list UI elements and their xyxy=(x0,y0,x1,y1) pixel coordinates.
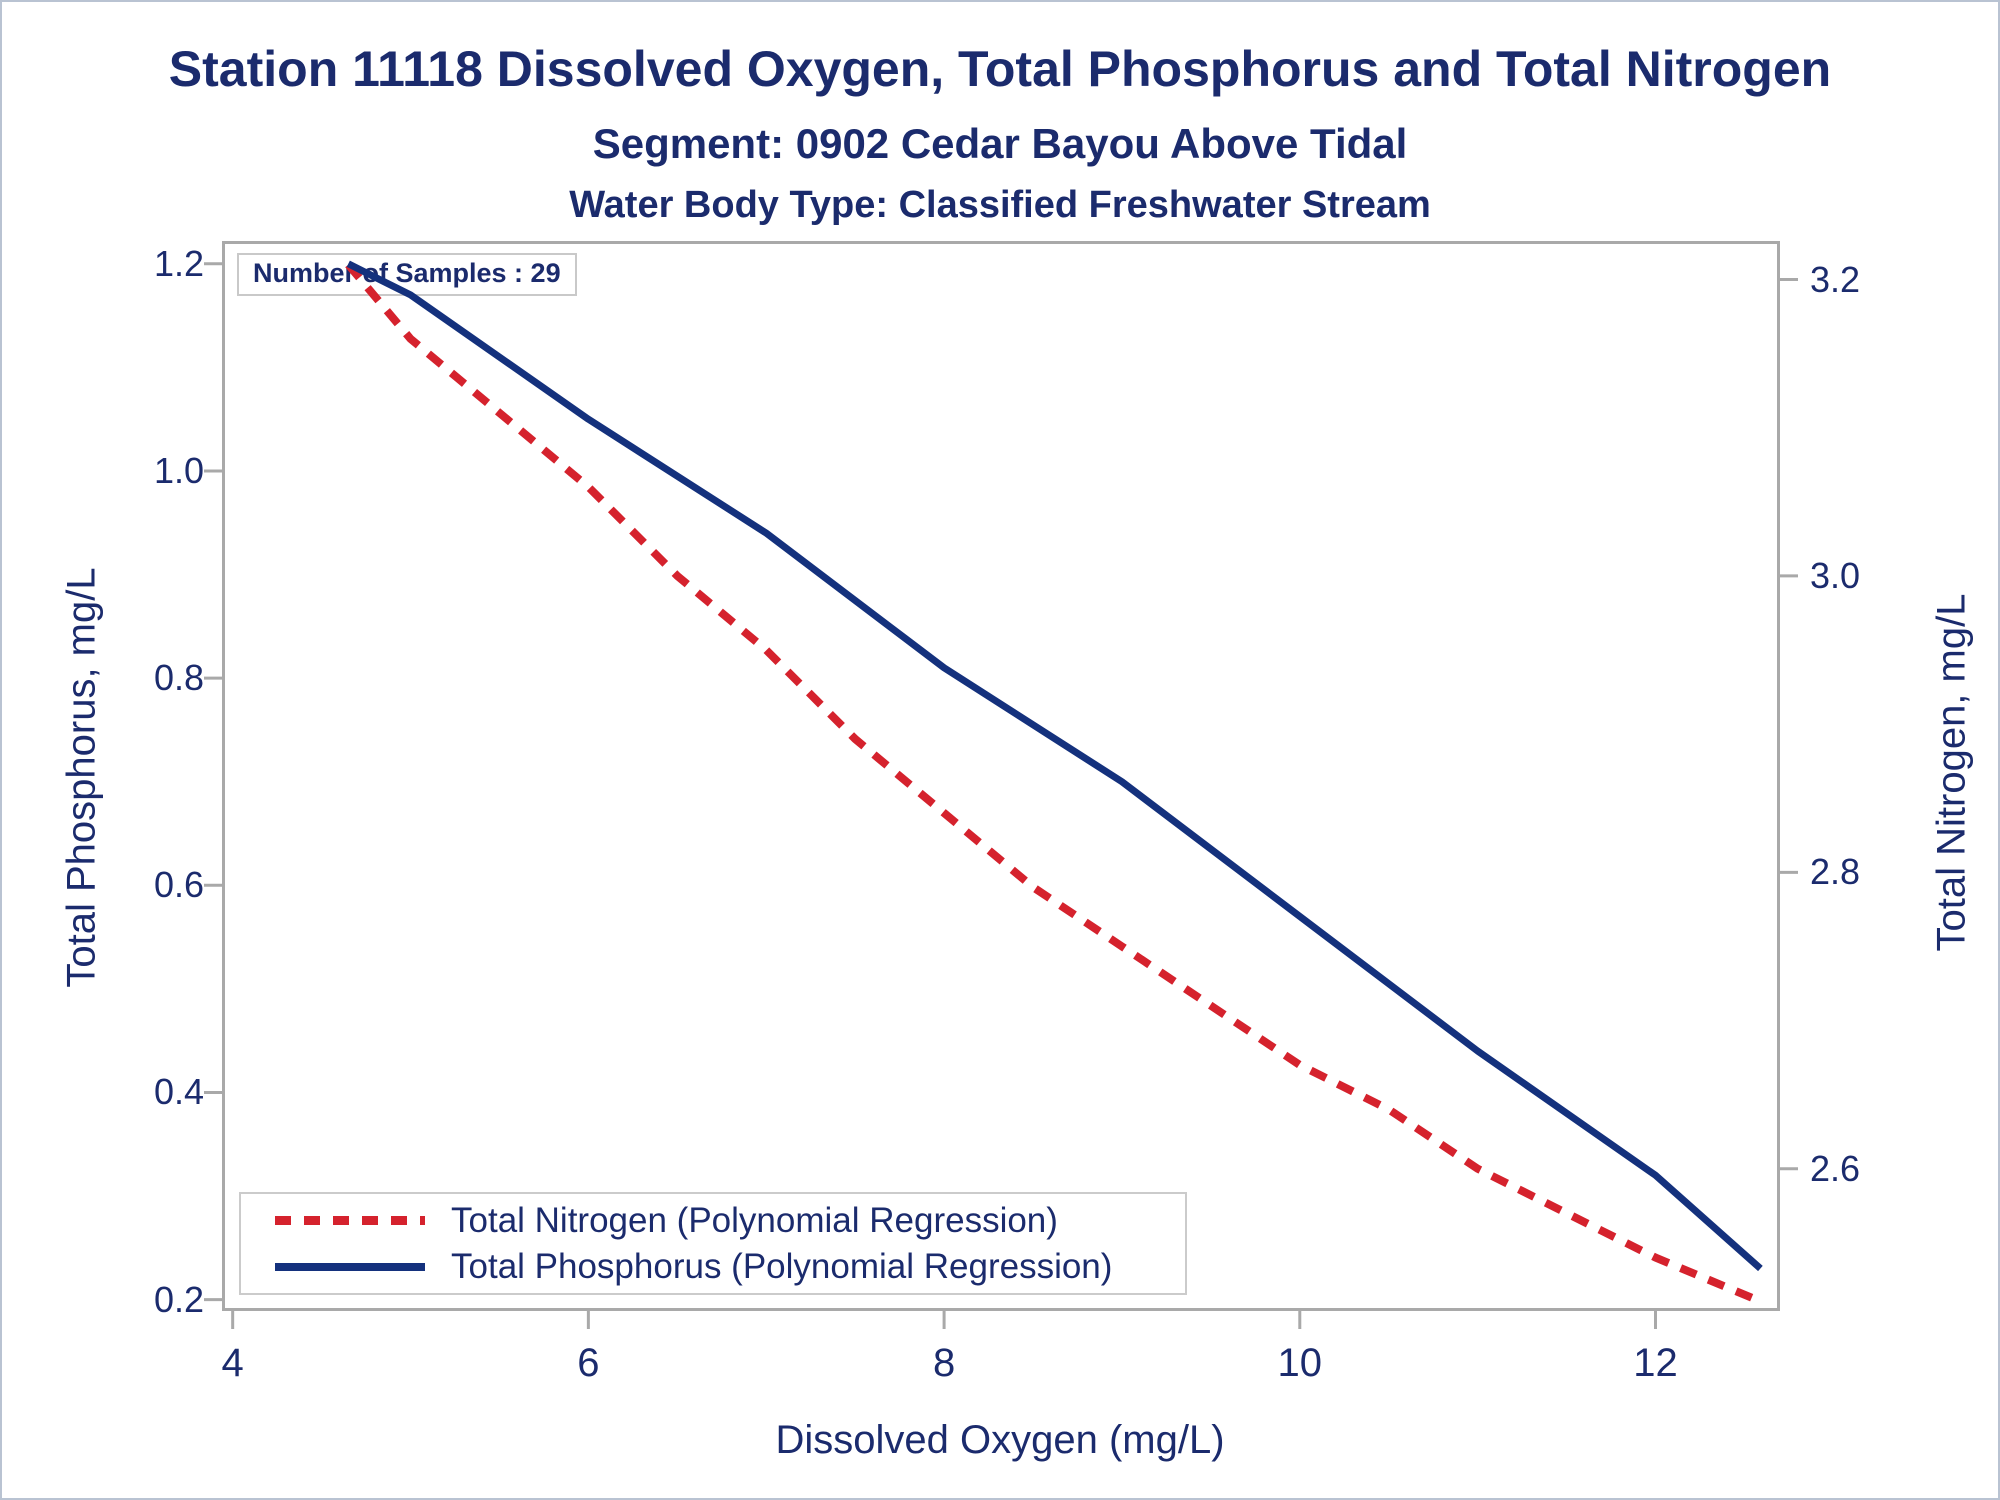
x-tick-label: 6 xyxy=(577,1341,600,1385)
y-right-tick-label: 2.8 xyxy=(1810,851,1861,893)
y-left-axis-title: Total Phosphorus, mg/L xyxy=(59,567,104,988)
y-right-axis-title: Total Nitrogen, mg/L xyxy=(1929,593,1974,952)
y-left-tick-label: 0.8 xyxy=(153,657,204,699)
chart-subtitle-waterbody: Water Body Type: Classified Freshwater S… xyxy=(569,184,1431,226)
legend-item-phosphorus: Total Phosphorus (Polynomial Regression) xyxy=(261,1247,1165,1287)
legend-label-nitrogen: Total Nitrogen (Polynomial Regression) xyxy=(451,1200,1058,1240)
nitrogen-dashed-line-swatch xyxy=(275,1216,425,1225)
x-axis-title: Dissolved Oxygen (mg/L) xyxy=(775,1418,1225,1462)
x-tick-label: 10 xyxy=(1277,1341,1323,1385)
y-right-tick-label: 3.0 xyxy=(1810,554,1861,596)
chart-title: Station 11118 Dissolved Oxygen, Total Ph… xyxy=(168,41,1832,97)
y-right-tick-label: 3.2 xyxy=(1810,258,1861,300)
x-tick-label: 4 xyxy=(221,1341,244,1385)
y-right-tick-label: 2.6 xyxy=(1810,1147,1861,1189)
y-left-tick-label: 0.6 xyxy=(153,864,204,906)
legend-item-nitrogen: Total Nitrogen (Polynomial Regression) xyxy=(261,1201,1165,1241)
y-left-tick-label: 1.0 xyxy=(153,449,204,491)
x-tick-label: 12 xyxy=(1633,1341,1678,1385)
y-left-tick-label: 0.2 xyxy=(153,1278,204,1320)
x-tick-label: 8 xyxy=(932,1341,956,1385)
sample-count-box: Number of Samples : 29 xyxy=(237,253,577,296)
y-left-tick-label: 0.4 xyxy=(153,1071,204,1113)
sample-count-text: Number of Samples : 29 xyxy=(253,258,561,288)
y-left-tick-label: 1.2 xyxy=(153,242,204,284)
plot-area xyxy=(222,241,1780,1311)
legend: Total Nitrogen (Polynomial Regression) T… xyxy=(239,1192,1187,1295)
legend-label-phosphorus: Total Phosphorus (Polynomial Regression) xyxy=(451,1246,1113,1286)
phosphorus-solid-line-swatch xyxy=(275,1262,425,1271)
chart-subtitle-segment: Segment: 0902 Cedar Bayou Above Tidal xyxy=(592,120,1408,167)
